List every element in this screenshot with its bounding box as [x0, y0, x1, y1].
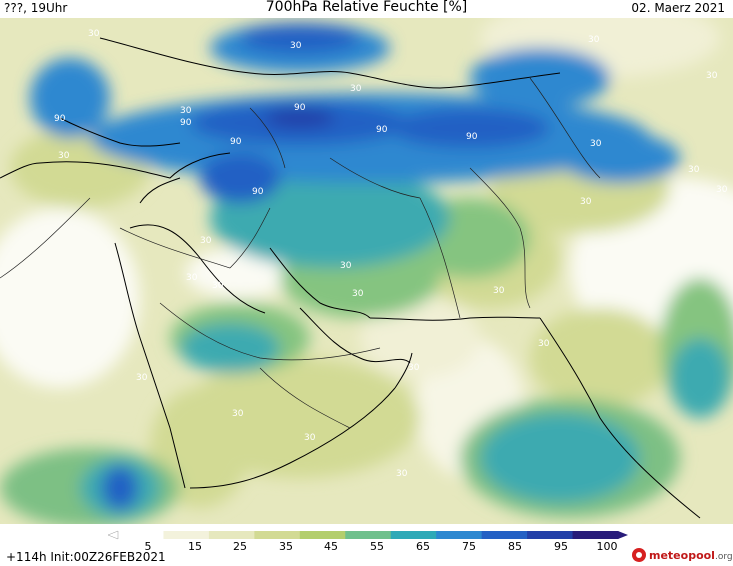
- colorbar-cell: [527, 531, 574, 539]
- contour-label: 30: [396, 469, 408, 479]
- contour-label: 30: [304, 433, 316, 443]
- colorbar-high-arrow: [618, 531, 628, 539]
- humidity-field: [0, 18, 733, 524]
- logo-text: meteopool: [649, 548, 715, 562]
- contour-label: 30: [186, 273, 198, 283]
- colorbar-tick: 65: [416, 540, 430, 553]
- contour-label: 90: [294, 103, 306, 113]
- contour-label: 90: [466, 132, 478, 142]
- humidity-map: 30 30 30 30 30 30 30 30 30 30 30 30 30 3…: [0, 18, 733, 524]
- contour-label: 30: [180, 106, 192, 116]
- run-info: +114h Init:00Z26FEB2021: [6, 550, 166, 564]
- contour-label: 30: [200, 236, 212, 246]
- colorbar-cell: [163, 531, 210, 539]
- contour-labels: 30 30 30 30 30 30 30 30 30 30 30 30 30 3…: [54, 29, 728, 479]
- colorbar-tick: 95: [554, 540, 568, 553]
- contour-label: 30: [290, 41, 302, 51]
- contour-label: 30: [688, 165, 700, 175]
- logo-suffix: .org: [714, 551, 733, 562]
- contour-label: 30: [232, 409, 244, 419]
- colorbar-cell: [254, 531, 301, 539]
- colorbar-cell: [299, 531, 346, 539]
- meteopool-logo[interactable]: meteopool.org: [632, 546, 733, 564]
- contour-label: 30: [590, 139, 602, 149]
- colorbar-tick: 25: [233, 540, 247, 553]
- coastlines: [0, 37, 701, 519]
- contour-label: 30: [340, 261, 352, 271]
- contour-label: 90: [376, 125, 388, 135]
- colorbar-cell: [572, 531, 619, 539]
- contour-label: 30: [588, 35, 600, 45]
- colorbar: [108, 530, 628, 540]
- colorbar-tick: 85: [508, 540, 522, 553]
- valid-time-label: ???, 19Uhr: [4, 1, 68, 15]
- colorbar-cell: [345, 531, 392, 539]
- contour-label: 90: [252, 187, 264, 197]
- colorbar-cell: [118, 531, 164, 539]
- header-bar: ???, 19Uhr 700hPa Relative Feuchte [%] 0…: [0, 0, 733, 18]
- contour-label: 30: [538, 339, 550, 349]
- colorbar-tick: 5: [144, 540, 152, 553]
- colorbar-tick: 75: [462, 540, 476, 553]
- map-canvas: 30 30 30 30 30 30 30 30 30 30 30 30 30 3…: [0, 18, 733, 524]
- contour-label: 30: [408, 363, 420, 373]
- colorbar-tick: 55: [370, 540, 384, 553]
- colorbar-labels: 5 15 25 35 45 55 65 75 85 95 100: [0, 540, 733, 554]
- contour-label: 90: [230, 137, 242, 147]
- contour-label: 30: [58, 151, 70, 161]
- colorbar-cell: [390, 531, 437, 539]
- colorbar-tick: 100: [596, 540, 618, 553]
- valid-date-label: 02. Maerz 2021: [631, 1, 725, 15]
- contour-label: 30: [716, 185, 728, 195]
- contour-label: 30: [350, 84, 362, 94]
- contour-label: 90: [54, 114, 66, 124]
- colorbar-cell: [208, 531, 255, 539]
- contour-label: 30: [352, 289, 364, 299]
- contour-label: 30: [580, 197, 592, 207]
- colorbar-cell: [436, 531, 483, 539]
- contour-label: 30: [706, 71, 718, 81]
- contour-label: 90: [180, 118, 192, 128]
- map-title: 700hPa Relative Feuchte [%]: [265, 0, 468, 15]
- colorbar-tick: 35: [279, 540, 293, 553]
- contour-label: 30: [493, 286, 505, 296]
- borders: [0, 77, 601, 429]
- colorbar-low-arrow: [108, 530, 119, 540]
- contour-label: 30: [212, 281, 224, 291]
- contour-label: 30: [136, 373, 148, 383]
- colorbar-cell: [481, 531, 528, 539]
- colorbar-tick: 15: [188, 540, 202, 553]
- logo-icon: [632, 548, 646, 562]
- contour-label: 30: [88, 29, 100, 39]
- colorbar-tick: 45: [324, 540, 338, 553]
